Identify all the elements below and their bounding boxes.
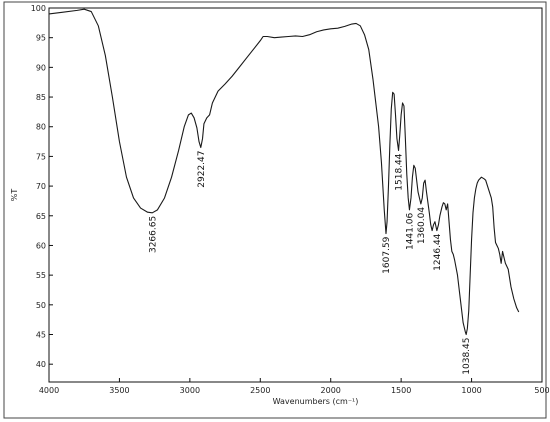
x-tick-label: 500 — [534, 386, 549, 395]
x-tick-label: 2000 — [321, 386, 341, 395]
y-axis-title: %T — [10, 189, 19, 202]
x-axis-title: Wavenumbers (cm⁻¹) — [273, 397, 359, 406]
outer-border — [3, 1, 547, 419]
y-tick-label: 60 — [36, 241, 46, 250]
y-tick-label: 65 — [36, 212, 46, 221]
y-tick-label: 75 — [36, 152, 46, 161]
y-tick-label: 55 — [36, 271, 46, 280]
peak-annotations: 3266.65 2922.47 1607.59 1518.44 1441.06 1360.… — [148, 151, 472, 375]
peak-label: 3266.65 — [148, 216, 158, 253]
x-tick-label: 3000 — [180, 386, 200, 395]
x-tick-label: 3500 — [109, 386, 129, 395]
series-layer — [48, 8, 520, 336]
x-tick-label: 4000 — [39, 386, 59, 395]
peak-label: 1038.45 — [462, 338, 472, 375]
y-tick-label: 100 — [31, 4, 46, 13]
peak-label: 1441.06 — [405, 213, 415, 250]
x-axis-ticks: 4000 3500 3000 2500 2000 1500 1000 500 — [39, 378, 550, 395]
y-tick-label: 50 — [36, 301, 46, 310]
peak-label: 2922.47 — [197, 151, 207, 188]
y-tick-label: 85 — [36, 93, 46, 102]
y-tick-label: 90 — [36, 63, 46, 72]
peak-label: 1607.59 — [382, 236, 392, 273]
y-tick-label: 95 — [36, 34, 46, 43]
y-tick-label: 40 — [36, 360, 46, 369]
peak-label: 1246.44 — [433, 233, 443, 270]
peak-label: 1360.04 — [417, 207, 427, 244]
plot-frame — [48, 7, 543, 383]
y-tick-label: 45 — [36, 331, 46, 340]
x-tick-label: 1500 — [391, 386, 411, 395]
y-axis-ticks: 40 45 50 55 60 65 70 75 80 85 90 95 100 — [31, 4, 53, 369]
spectrum-line-0 — [48, 8, 520, 336]
peak-label: 1518.44 — [395, 153, 405, 190]
y-tick-label: 70 — [36, 182, 46, 191]
y-tick-label: 80 — [36, 123, 46, 132]
x-tick-label: 2500 — [250, 386, 270, 395]
x-tick-label: 1000 — [461, 386, 481, 395]
